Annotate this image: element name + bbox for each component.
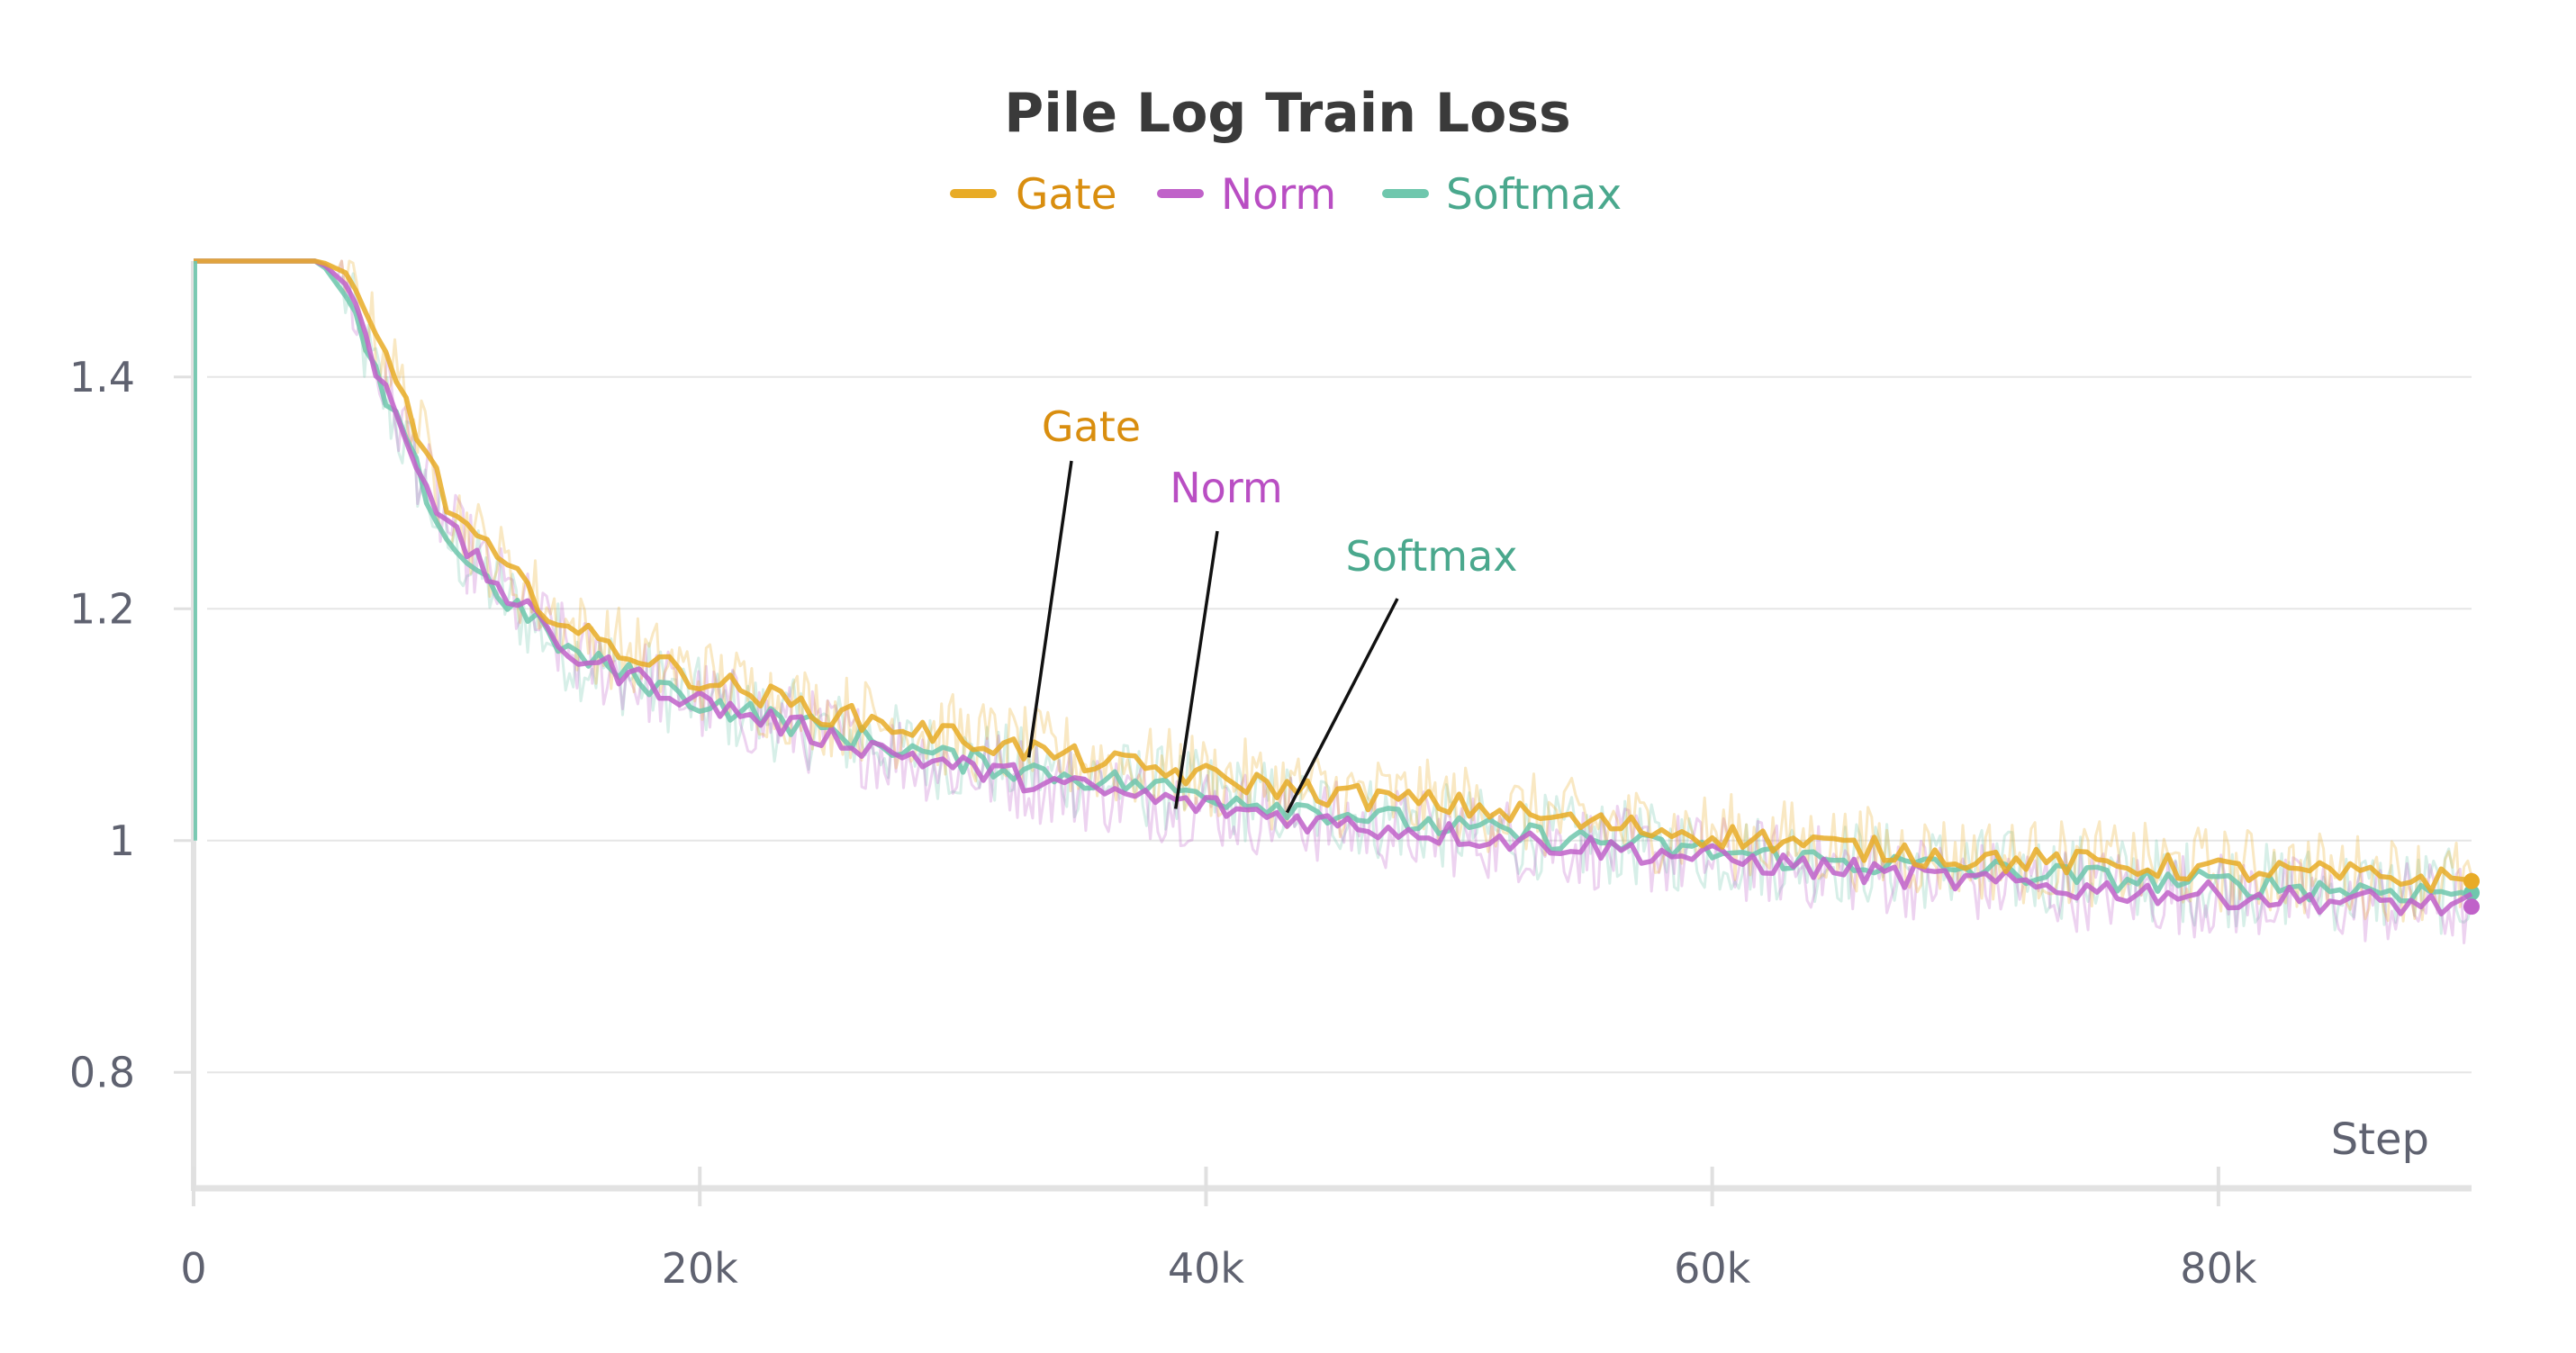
legend-label-norm: Norm (1221, 170, 1336, 220)
series-line-gate (194, 258, 2472, 894)
x-tick-label: 80k (2180, 1244, 2257, 1293)
series-end-point-norm (2463, 898, 2480, 916)
annotation-label-norm: Norm (1170, 464, 1282, 512)
chart-title: Pile Log Train Loss (1004, 82, 1570, 145)
x-tick-label: 40k (1168, 1244, 1245, 1293)
annotation-label-softmax: Softmax (1346, 532, 1518, 581)
legend-label-gate: Gate (1016, 170, 1117, 220)
y-tick-label: 0.8 (69, 1048, 135, 1096)
legend-label-softmax: Softmax (1446, 170, 1622, 220)
y-tick-label: 1.2 (69, 584, 135, 633)
y-tick-label: 1 (109, 816, 135, 865)
x-tick-label: 60k (1674, 1244, 1751, 1293)
annotation-label-gate: Gate (1042, 402, 1141, 451)
annotation-leader-gate (1026, 460, 1073, 758)
y-tick-label: 1.4 (69, 353, 135, 401)
annotation-leader-norm (1173, 530, 1219, 809)
legend-item-softmax[interactable]: Softmax (1382, 170, 1622, 220)
legend-item-norm[interactable]: Norm (1157, 170, 1336, 220)
legend-item-gate[interactable]: Gate (950, 170, 1117, 220)
x-tick-label: 0 (180, 1244, 206, 1293)
gridlines (207, 375, 2472, 1074)
x-tick-label: 20k (662, 1244, 739, 1293)
series-raw-softmax (194, 259, 2473, 935)
annotations: Gate Norm Softmax (1026, 402, 1518, 814)
series-line-norm (194, 258, 2473, 916)
annotation-leader-softmax (1285, 598, 1399, 814)
legend[interactable]: Gate Norm Softmax (950, 170, 1622, 220)
x-axis-label: Step (2331, 1114, 2429, 1165)
plot-area[interactable] (194, 258, 2480, 944)
series-end-point-gate (2463, 872, 2480, 889)
